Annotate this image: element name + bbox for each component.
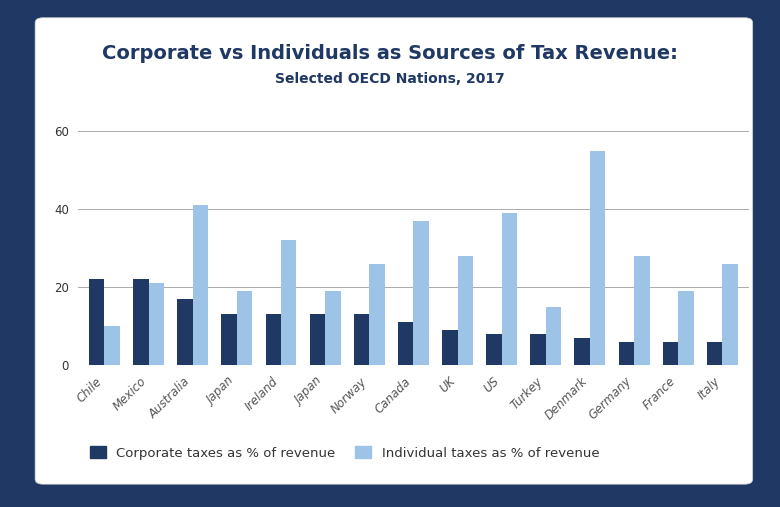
Bar (663, 342, 678, 365)
Bar (707, 342, 722, 365)
Bar (89, 279, 105, 365)
Bar (133, 279, 149, 365)
Bar (369, 264, 385, 365)
Bar (442, 330, 458, 365)
Bar (722, 264, 738, 365)
Bar (310, 314, 325, 365)
Bar (634, 256, 650, 365)
Bar (398, 322, 413, 365)
Bar (678, 291, 693, 365)
Text: Corporate vs Individuals as Sources of Tax Revenue:: Corporate vs Individuals as Sources of T… (102, 44, 678, 63)
Bar (413, 221, 429, 365)
Bar (237, 291, 252, 365)
Bar (546, 307, 562, 365)
Bar (354, 314, 369, 365)
Bar (222, 314, 237, 365)
Bar (502, 213, 517, 365)
Bar (458, 256, 473, 365)
Bar (619, 342, 634, 365)
Text: Selected OECD Nations, 2017: Selected OECD Nations, 2017 (275, 71, 505, 86)
Bar (575, 338, 590, 365)
Bar (486, 334, 502, 365)
Bar (193, 205, 208, 365)
Bar (177, 299, 193, 365)
Bar (325, 291, 341, 365)
Bar (530, 334, 546, 365)
Bar (281, 240, 296, 365)
Legend: Corporate taxes as % of revenue, Individual taxes as % of revenue: Corporate taxes as % of revenue, Individ… (84, 441, 604, 465)
Bar (149, 283, 164, 365)
Bar (590, 151, 605, 365)
Bar (265, 314, 281, 365)
Bar (105, 326, 120, 365)
